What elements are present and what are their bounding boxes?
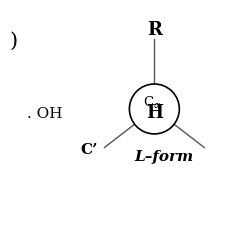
- Text: ): ): [9, 31, 17, 50]
- Text: H: H: [146, 104, 163, 123]
- Text: L–form: L–form: [134, 150, 193, 164]
- Circle shape: [129, 84, 179, 134]
- Text: $\mathregular{C}_{\alpha}$: $\mathregular{C}_{\alpha}$: [143, 95, 162, 111]
- Text: R: R: [147, 20, 162, 39]
- Text: . OH: . OH: [27, 106, 63, 121]
- Text: C’: C’: [80, 143, 98, 157]
